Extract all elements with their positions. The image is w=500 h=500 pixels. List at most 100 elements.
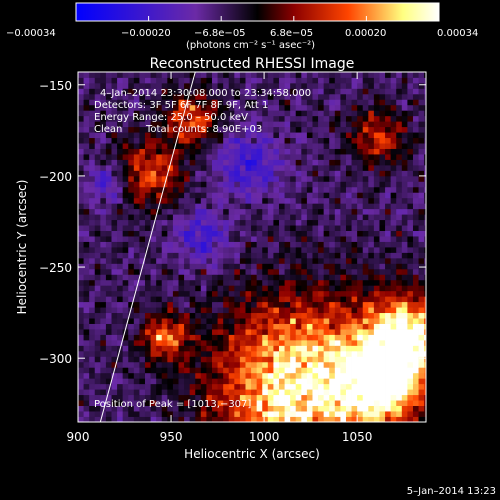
heatmap-cell (195, 301, 202, 308)
heatmap-cell (89, 394, 96, 401)
heatmap-cell (373, 411, 380, 417)
heatmap-cell (189, 263, 196, 270)
heatmap-cell (234, 416, 241, 422)
heatmap-cell (228, 115, 235, 122)
heatmap-cell (357, 72, 364, 78)
heatmap-cell (251, 416, 258, 422)
heatmap-cell (368, 257, 375, 264)
heatmap-cell (334, 175, 341, 182)
heatmap-cell (161, 192, 168, 199)
heatmap-cell (217, 137, 224, 144)
heatmap-cell (256, 263, 263, 270)
heatmap-cell (78, 99, 84, 106)
heatmap-cell (251, 132, 258, 139)
heatmap-cell (178, 361, 185, 368)
heatmap-cell (83, 307, 90, 314)
heatmap-cell (184, 77, 191, 84)
heatmap-cell (245, 137, 252, 144)
heatmap-cell (139, 110, 146, 117)
heatmap-cell (379, 411, 386, 417)
heatmap-cell (418, 175, 425, 182)
heatmap-cell (239, 252, 246, 259)
heatmap-cell (424, 197, 426, 204)
heatmap-cell (94, 203, 101, 210)
heatmap-cell (167, 208, 174, 215)
heatmap-cell (418, 104, 425, 111)
heatmap-cell (128, 203, 135, 210)
heatmap-cell (228, 126, 235, 133)
heatmap-cell (323, 181, 330, 188)
heatmap-cell (290, 274, 297, 281)
heatmap-cell (368, 296, 375, 303)
heatmap-cell (239, 126, 246, 133)
heatmap-cell (105, 345, 112, 352)
heatmap-cell (407, 88, 414, 95)
heatmap-cell (295, 126, 302, 133)
heatmap-cell (133, 219, 140, 226)
heatmap-cell (329, 132, 336, 139)
heatmap-cell (390, 383, 397, 390)
heatmap-cell (396, 389, 403, 396)
heatmap-cell (133, 367, 140, 374)
heatmap-cell (100, 99, 107, 106)
heatmap-cell (78, 263, 84, 270)
heatmap-cell (390, 159, 397, 166)
heatmap-cell (228, 389, 235, 396)
heatmap-cell (390, 208, 397, 215)
heatmap-cell (278, 175, 285, 182)
heatmap-cell (278, 367, 285, 374)
heatmap-cell (379, 115, 386, 122)
heatmap-cell (251, 334, 258, 341)
heatmap-cell (206, 181, 213, 188)
heatmap-cell (262, 77, 269, 84)
y-tick-label: −150 (39, 79, 72, 93)
heatmap-cell (217, 170, 224, 177)
heatmap-cell (228, 164, 235, 171)
heatmap-cell (351, 110, 358, 117)
heatmap-cell (178, 170, 185, 177)
heatmap-cell (390, 350, 397, 357)
heatmap-cell (267, 361, 274, 368)
heatmap-cell (267, 405, 274, 412)
heatmap-cell (111, 296, 118, 303)
heatmap-cell (128, 279, 135, 286)
heatmap-cell (172, 394, 179, 401)
heatmap-cell (340, 345, 347, 352)
heatmap-cell (418, 170, 425, 177)
heatmap-cell (111, 350, 118, 357)
heatmap-cell (167, 416, 174, 422)
heatmap-cell (312, 225, 319, 231)
heatmap-cell (295, 208, 302, 215)
heatmap-cell (301, 143, 308, 149)
heatmap-cell (156, 99, 163, 106)
heatmap-cell (228, 285, 235, 292)
heatmap-cell (306, 378, 313, 385)
heatmap-cell (306, 323, 313, 330)
heatmap-cell (284, 225, 291, 231)
heatmap-cell (239, 318, 246, 324)
heatmap-cell (105, 263, 112, 270)
heatmap-cell (412, 241, 419, 248)
heatmap-cell (200, 323, 207, 330)
heatmap-cell (357, 296, 364, 303)
heatmap-cell (128, 154, 135, 160)
heatmap-cell (111, 72, 118, 78)
heatmap-cell (373, 345, 380, 352)
heatmap-cell (211, 159, 218, 166)
heatmap-cell (117, 378, 124, 385)
heatmap-cell (161, 148, 168, 155)
heatmap-cell (111, 274, 118, 281)
heatmap-cell (206, 318, 213, 324)
heatmap-cell (295, 257, 302, 264)
heatmap-cell (223, 137, 230, 144)
heatmap-cell (178, 197, 185, 204)
heatmap-cell (234, 290, 241, 297)
heatmap-cell (144, 197, 151, 204)
heatmap-cell (111, 197, 118, 204)
heatmap-cell (368, 121, 375, 128)
heatmap-cell (301, 334, 308, 341)
heatmap-cell (122, 175, 129, 182)
heatmap-cell (262, 257, 269, 264)
heatmap-cell (133, 257, 140, 264)
heatmap-cell (245, 361, 252, 368)
